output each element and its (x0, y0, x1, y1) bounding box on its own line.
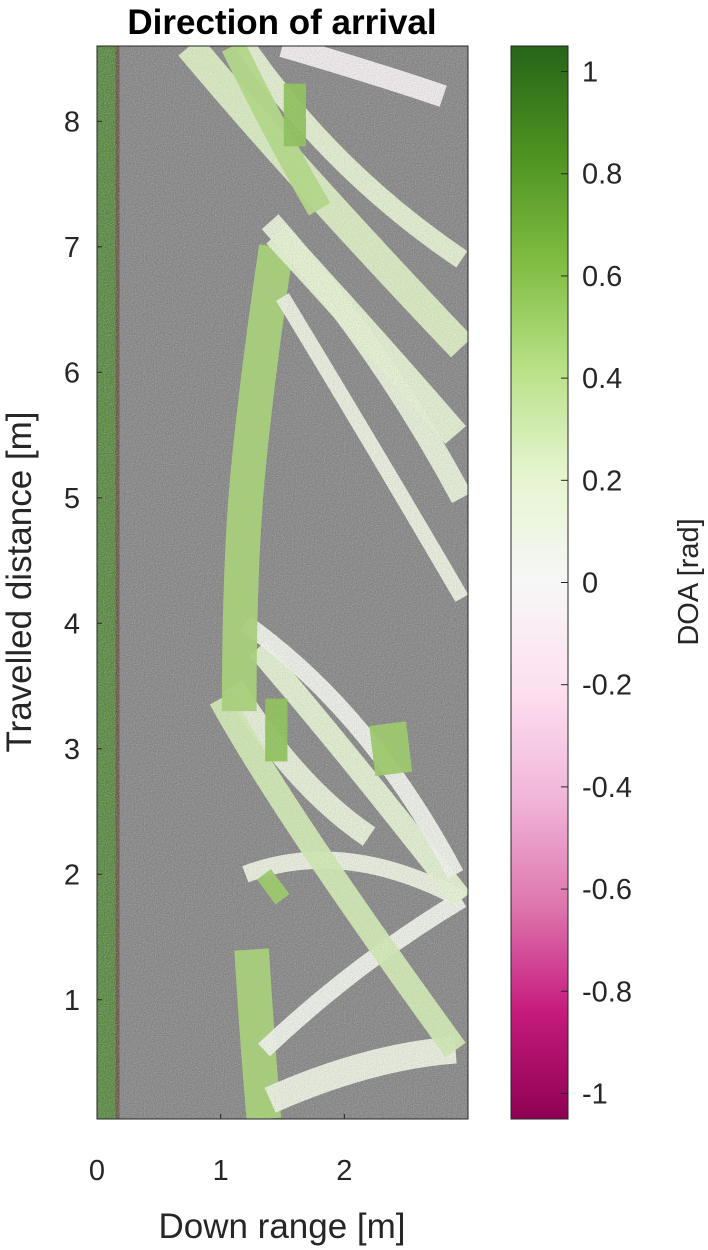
colorbar-gradient (510, 45, 569, 1120)
doa-track-19 (256, 869, 290, 905)
doa-track-7 (240, 616, 464, 879)
x-tick-label: 1 (213, 1155, 229, 1187)
left-band (97, 46, 120, 1119)
colorbar-label: DOA [rad] (673, 518, 705, 645)
colorbar-ticks: 1 0.8 0.6 0.4 0.2 0 -0.2 -0.4 -0.6 -0.8 -1 (561, 57, 632, 1110)
plot-frame (96, 45, 469, 1120)
y-tick-label: 2 (64, 859, 80, 891)
heatmap-content (97, 46, 468, 1119)
plot-background (97, 46, 468, 1119)
doa-track-14 (221, 46, 331, 216)
x-tick-label: 2 (336, 1155, 352, 1187)
doa-track-13 (237, 46, 468, 268)
y-tick-label: 6 (64, 357, 80, 389)
colorbar-tick-label: -0.4 (582, 772, 632, 804)
y-axis-label: Travelled distance [m] (0, 411, 39, 752)
doa-track-17 (369, 721, 413, 777)
colorbar-tick-label: 0 (582, 568, 598, 600)
colorbar-tick-label: 1 (582, 57, 598, 89)
doa-track-6 (249, 641, 468, 907)
colorbar-tick-label: 0.4 (582, 363, 622, 395)
x-axis-ticks: 0 1 2 (89, 1114, 352, 1187)
colorbar-tick-label: 0.2 (582, 465, 622, 497)
doa-track-9 (276, 293, 468, 602)
y-tick-label: 5 (64, 483, 80, 515)
y-tick-label: 8 (64, 106, 80, 138)
y-tick-label: 1 (64, 985, 80, 1017)
colorbar-tick-label: -0.8 (582, 976, 632, 1008)
doa-track-2 (257, 891, 467, 1057)
x-axis-label: Down range [m] (158, 1207, 405, 1246)
heatmap-plot-area (96, 45, 469, 1120)
doa-track-5 (209, 692, 466, 1058)
left-band-edge (115, 46, 120, 1119)
colorbar: 1 0.8 0.6 0.4 0.2 0 -0.2 -0.4 -0.6 -0.8 -1 DOA [ra… (510, 45, 705, 1120)
doa-track-15 (279, 46, 447, 107)
colorbar-tick-label: 0.8 (582, 159, 622, 191)
doa-track-8 (221, 244, 294, 712)
chart-title: Direction of arrival (127, 3, 436, 42)
colorbar-tick-label: -0.2 (582, 670, 632, 702)
x-tick-label: 0 (89, 1155, 105, 1187)
y-tick-label: 4 (64, 608, 80, 640)
colorbar-tick-label: -0.6 (582, 874, 632, 906)
colorbar-tick-label: 0.6 (582, 261, 622, 293)
y-tick-label: 7 (64, 232, 80, 264)
doa-track-0 (234, 948, 282, 1119)
y-tick-label: 3 (64, 734, 80, 766)
colorbar-tick-label: -1 (582, 1078, 608, 1110)
doa-track-3 (242, 851, 466, 908)
y-axis-ticks: 1 2 3 4 5 6 7 8 (64, 106, 102, 1017)
doa-track-1 (264, 1036, 457, 1113)
doa-track-11 (266, 225, 466, 444)
